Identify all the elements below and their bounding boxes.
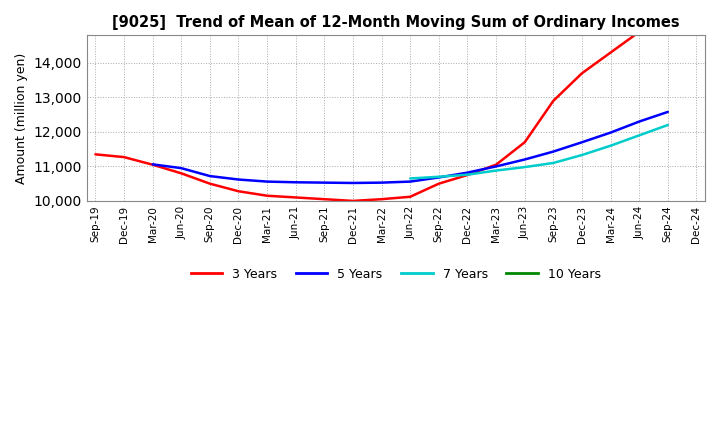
Legend: 3 Years, 5 Years, 7 Years, 10 Years: 3 Years, 5 Years, 7 Years, 10 Years	[186, 263, 606, 286]
3 Years	[406, 194, 415, 199]
5 Years	[492, 164, 500, 169]
3 Years	[320, 197, 328, 202]
3 Years	[606, 50, 615, 55]
7 Years	[663, 122, 672, 128]
7 Years	[492, 168, 500, 173]
7 Years	[406, 176, 415, 181]
7 Years	[521, 165, 529, 170]
5 Years	[263, 179, 271, 184]
5 Years	[521, 157, 529, 162]
3 Years	[120, 154, 128, 160]
7 Years	[463, 172, 472, 177]
3 Years	[577, 71, 586, 76]
5 Years	[434, 175, 443, 180]
3 Years	[348, 198, 357, 204]
7 Years	[434, 174, 443, 180]
5 Years	[635, 119, 644, 124]
5 Years	[148, 162, 157, 167]
5 Years	[205, 173, 214, 179]
7 Years	[549, 160, 557, 165]
Title: [9025]  Trend of Mean of 12-Month Moving Sum of Ordinary Incomes: [9025] Trend of Mean of 12-Month Moving …	[112, 15, 680, 30]
Line: 5 Years: 5 Years	[153, 112, 667, 183]
5 Years	[348, 180, 357, 186]
7 Years	[635, 133, 644, 138]
5 Years	[577, 139, 586, 145]
3 Years	[292, 195, 300, 200]
5 Years	[177, 165, 186, 171]
3 Years	[177, 171, 186, 176]
5 Years	[606, 130, 615, 135]
3 Years	[148, 162, 157, 167]
Y-axis label: Amount (million yen): Amount (million yen)	[15, 52, 28, 184]
3 Years	[463, 172, 472, 178]
5 Years	[320, 180, 328, 185]
5 Years	[377, 180, 386, 185]
5 Years	[549, 149, 557, 154]
3 Years	[377, 197, 386, 202]
3 Years	[521, 139, 529, 145]
3 Years	[234, 189, 243, 194]
5 Years	[234, 177, 243, 182]
3 Years	[205, 181, 214, 186]
3 Years	[434, 181, 443, 186]
Line: 3 Years: 3 Years	[95, 32, 639, 201]
3 Years	[492, 162, 500, 167]
5 Years	[463, 170, 472, 175]
5 Years	[663, 109, 672, 114]
3 Years	[91, 152, 99, 157]
3 Years	[263, 193, 271, 198]
7 Years	[606, 143, 615, 148]
3 Years	[549, 98, 557, 103]
7 Years	[577, 152, 586, 158]
5 Years	[406, 179, 415, 184]
5 Years	[292, 180, 300, 185]
3 Years	[635, 29, 644, 34]
Line: 7 Years: 7 Years	[410, 125, 667, 179]
